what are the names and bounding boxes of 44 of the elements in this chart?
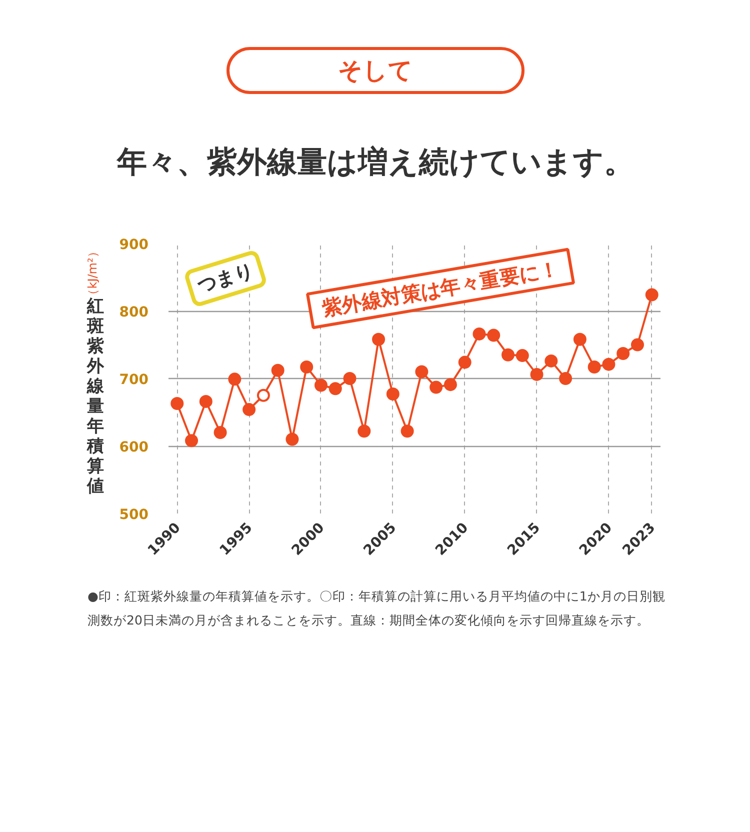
annotation: 紫外線対策は年々重要に！: [319, 256, 561, 321]
text: そして: [338, 56, 413, 84]
point: [372, 332, 386, 346]
point: [271, 364, 284, 377]
point: [502, 348, 515, 362]
point: [256, 388, 270, 402]
point: [559, 372, 572, 385]
y-tick-label: 900: [119, 237, 149, 253]
point: [573, 332, 586, 346]
point: [242, 403, 256, 416]
point: [645, 288, 658, 302]
chart-title: 年々、紫外線量は増え続けています。: [116, 145, 634, 180]
point: [300, 360, 314, 374]
point: [530, 368, 544, 381]
y-tick-label: 700: [119, 372, 149, 388]
point: [472, 327, 486, 340]
point: [228, 372, 242, 386]
point: [588, 360, 601, 374]
point: [214, 426, 227, 439]
point: [343, 372, 356, 385]
point: [185, 434, 198, 448]
y-tick-label: 600: [119, 440, 149, 456]
y-tick-label: 800: [119, 304, 149, 320]
point: [616, 347, 630, 360]
point: [444, 378, 457, 392]
annotation: つまり: [195, 260, 256, 298]
point: [328, 382, 342, 396]
point: [170, 396, 184, 410]
point: [314, 378, 328, 392]
text: ●印：紅斑紫外線量の年積算値を示す。〇印：年積算の計算に用いる月平均値の中に1か月の日別観測数が20日未満の月が含まれることを示す。直線：期間全体の変化傾向を示す回帰直線を示す。: [88, 588, 666, 628]
point: [430, 380, 443, 394]
point: [602, 358, 616, 371]
point: [630, 338, 644, 352]
point: [286, 432, 299, 446]
point: [199, 394, 212, 408]
point: [458, 356, 472, 369]
point: [358, 424, 371, 438]
point: [400, 424, 414, 438]
y-tick-label: 500: [119, 507, 149, 523]
point: [516, 349, 529, 362]
point: [487, 328, 500, 342]
point: [415, 365, 428, 378]
point: [386, 388, 400, 401]
point: [544, 354, 558, 368]
